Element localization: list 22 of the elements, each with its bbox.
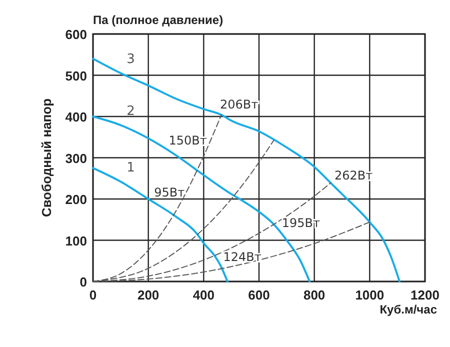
x-axis-title: Куб.м/час [380,302,438,316]
x-tick-label: 800 [303,288,326,302]
chart-title: Па (полное давление) [93,13,224,27]
x-tick-label: 600 [248,288,270,302]
y-tick-label: 0 [80,274,87,290]
series-label: 2 [126,104,135,120]
y-tick-label: 400 [65,110,87,124]
y-tick-label: 100 [65,233,87,248]
series-label: 3 [126,52,135,68]
annotation: 206Вт [220,97,258,112]
x-tick-label: 1000 [355,288,384,302]
annotation: 95Вт [154,186,185,200]
x-tick-label: 1200 [410,288,440,302]
y-tick-label: 500 [65,68,87,84]
y-tick-label: 200 [65,192,87,207]
series-label: 1 [126,160,135,176]
x-tick-label: 400 [192,288,215,302]
x-tick-label: 0 [89,288,97,302]
x-tick-label: 200 [137,288,160,302]
y-tick-label: 300 [65,150,87,166]
y-tick-label: 600 [65,27,87,42]
y-axis-title: Свободный напор [39,98,54,218]
